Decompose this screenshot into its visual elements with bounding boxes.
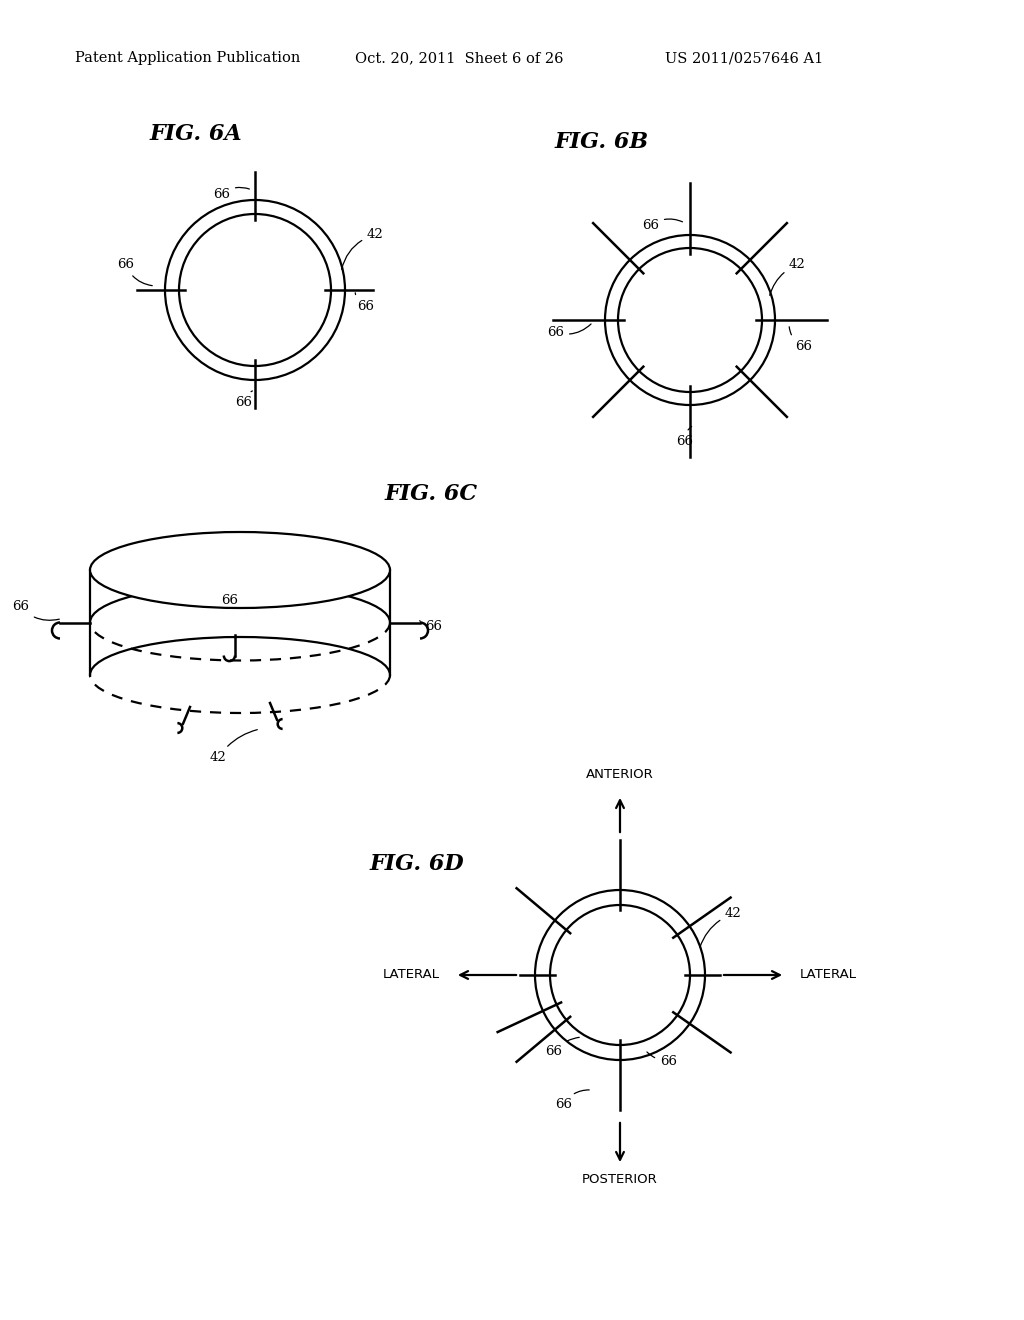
Text: FIG. 6A: FIG. 6A	[150, 123, 243, 145]
Text: 66: 66	[234, 391, 252, 409]
Text: FIG. 6D: FIG. 6D	[370, 853, 465, 875]
Text: Patent Application Publication: Patent Application Publication	[75, 51, 300, 65]
Ellipse shape	[179, 214, 331, 366]
Text: 66: 66	[547, 323, 591, 339]
Text: 66: 66	[213, 187, 250, 201]
Text: 66: 66	[545, 1038, 580, 1059]
Text: POSTERIOR: POSTERIOR	[582, 1173, 657, 1185]
Text: 66: 66	[676, 426, 693, 447]
Ellipse shape	[90, 532, 390, 609]
Text: Oct. 20, 2011  Sheet 6 of 26: Oct. 20, 2011 Sheet 6 of 26	[355, 51, 563, 65]
Text: 66: 66	[420, 620, 442, 634]
Text: LATERAL: LATERAL	[800, 969, 857, 982]
Text: FIG. 6B: FIG. 6B	[555, 131, 649, 153]
Text: 66: 66	[221, 594, 239, 607]
Text: 66: 66	[355, 293, 374, 313]
Text: ANTERIOR: ANTERIOR	[586, 768, 654, 781]
Text: 66: 66	[642, 219, 682, 232]
Text: US 2011/0257646 A1: US 2011/0257646 A1	[665, 51, 823, 65]
Text: LATERAL: LATERAL	[383, 969, 440, 982]
Text: 66: 66	[12, 601, 59, 620]
Ellipse shape	[550, 906, 690, 1045]
Ellipse shape	[618, 248, 762, 392]
Text: 66: 66	[790, 327, 812, 352]
Text: 66: 66	[117, 257, 153, 285]
Text: FIG. 6C: FIG. 6C	[385, 483, 478, 506]
Text: 66: 66	[647, 1052, 677, 1068]
Text: 42: 42	[210, 730, 257, 764]
Text: 42: 42	[770, 257, 806, 296]
Text: 66: 66	[555, 1090, 589, 1111]
Text: 42: 42	[699, 907, 741, 948]
Text: 42: 42	[342, 228, 384, 269]
